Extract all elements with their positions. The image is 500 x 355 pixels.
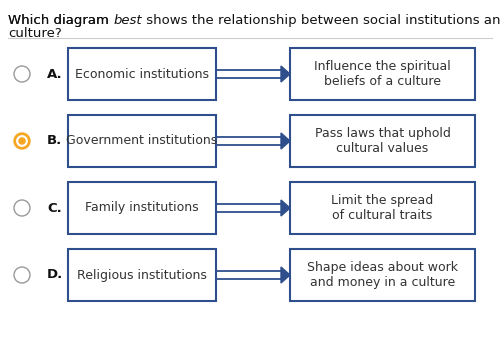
- Text: B.: B.: [47, 135, 62, 147]
- Polygon shape: [281, 267, 290, 283]
- Polygon shape: [281, 66, 290, 82]
- Circle shape: [17, 136, 27, 146]
- Text: Shape ideas about work
and money in a culture: Shape ideas about work and money in a cu…: [307, 261, 458, 289]
- Bar: [68, 48, 216, 100]
- Text: Which diagram: Which diagram: [8, 14, 113, 27]
- Text: Pass laws that uphold
cultural values: Pass laws that uphold cultural values: [314, 127, 450, 155]
- Text: Influence the spiritual
beliefs of a culture: Influence the spiritual beliefs of a cul…: [314, 60, 451, 88]
- Polygon shape: [281, 133, 290, 149]
- Bar: [68, 249, 216, 301]
- Bar: [68, 182, 216, 234]
- Bar: [68, 115, 216, 167]
- Text: Government institutions: Government institutions: [66, 135, 218, 147]
- Text: A.: A.: [47, 67, 62, 81]
- Bar: [290, 249, 475, 301]
- Text: C.: C.: [47, 202, 62, 214]
- Circle shape: [19, 138, 25, 144]
- Text: Which diagram: Which diagram: [8, 14, 113, 27]
- Bar: [290, 48, 475, 100]
- Text: best: best: [113, 14, 142, 27]
- Bar: [290, 115, 475, 167]
- Polygon shape: [281, 200, 290, 216]
- Text: shows the relationship between social institutions and: shows the relationship between social in…: [142, 14, 500, 27]
- Text: culture?: culture?: [8, 27, 62, 40]
- Text: D.: D.: [47, 268, 63, 282]
- Text: Family institutions: Family institutions: [85, 202, 199, 214]
- Circle shape: [14, 133, 30, 149]
- Text: Limit the spread
of cultural traits: Limit the spread of cultural traits: [332, 194, 434, 222]
- Text: Economic institutions: Economic institutions: [75, 67, 209, 81]
- Text: Religious institutions: Religious institutions: [77, 268, 207, 282]
- Bar: [290, 182, 475, 234]
